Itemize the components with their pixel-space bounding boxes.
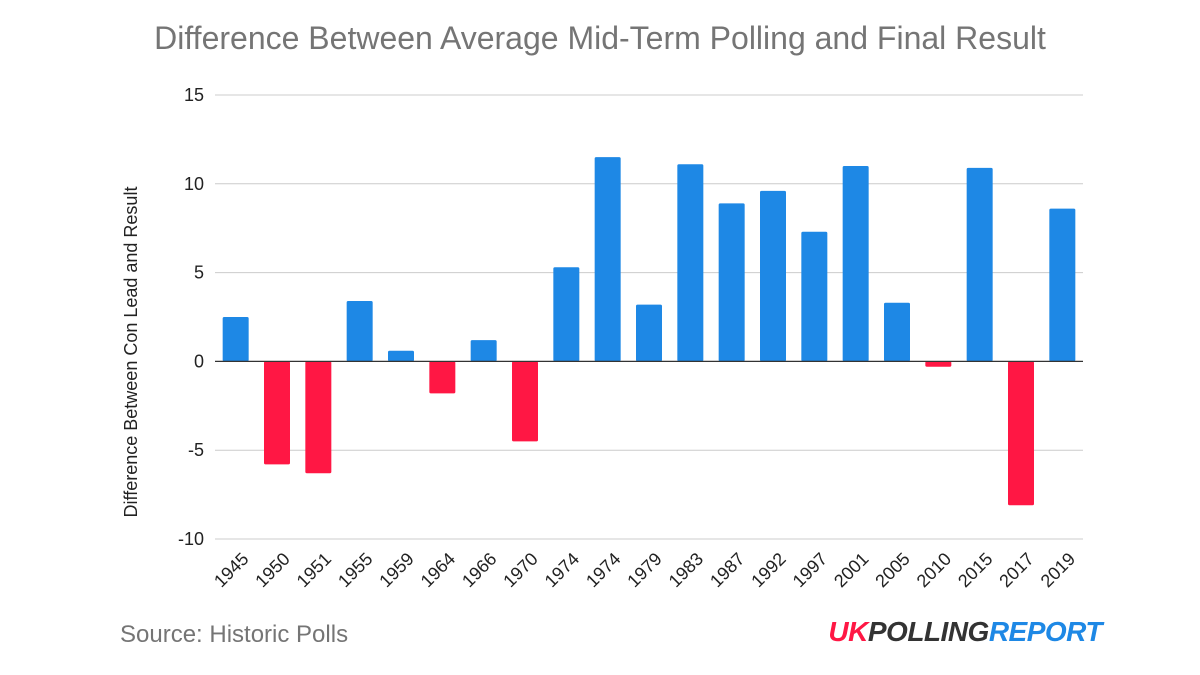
bar bbox=[925, 361, 952, 367]
x-tick-label: 1955 bbox=[334, 549, 376, 591]
x-tick-label: 1974 bbox=[541, 549, 583, 591]
x-tick-label: 1992 bbox=[747, 549, 789, 591]
x-tick-label: 1966 bbox=[458, 549, 500, 591]
x-tick-label: 2019 bbox=[1037, 549, 1079, 591]
bar bbox=[429, 361, 456, 394]
bar bbox=[553, 267, 580, 362]
x-tick-label: 1979 bbox=[623, 549, 665, 591]
axes: 151050-5-1019451950195119551959196419661… bbox=[178, 85, 1083, 591]
logo-polling-text: POLLING bbox=[867, 616, 989, 647]
bar bbox=[512, 361, 538, 442]
y-tick-label: 0 bbox=[194, 351, 204, 371]
ukpollingreport-logo: UKPOLLINGREPORT bbox=[828, 616, 1102, 648]
bar bbox=[305, 361, 332, 474]
x-tick-label: 1950 bbox=[251, 549, 293, 591]
x-tick-label: 1951 bbox=[293, 549, 335, 591]
bar bbox=[594, 157, 621, 362]
y-tick-label: -10 bbox=[178, 529, 204, 549]
x-tick-label: 1997 bbox=[789, 549, 831, 591]
x-tick-label: 1959 bbox=[375, 549, 417, 591]
x-tick-label: 1983 bbox=[665, 549, 707, 591]
y-tick-label: 5 bbox=[194, 263, 204, 283]
bar bbox=[677, 164, 704, 362]
bar bbox=[388, 350, 414, 362]
x-tick-label: 1970 bbox=[499, 549, 541, 591]
bar bbox=[264, 361, 290, 465]
bar bbox=[470, 340, 497, 362]
chart-title: Difference Between Average Mid-Term Poll… bbox=[154, 20, 1046, 56]
x-tick-label: 2010 bbox=[913, 549, 955, 591]
x-tick-label: 1945 bbox=[210, 549, 252, 591]
bar bbox=[801, 231, 828, 362]
bar bbox=[718, 203, 745, 362]
y-axis-label: Difference Between Con Lead and Result bbox=[121, 187, 141, 518]
bar bbox=[222, 317, 249, 362]
bar bbox=[884, 302, 910, 362]
bar bbox=[1008, 361, 1034, 506]
x-tick-label: 1987 bbox=[706, 549, 748, 591]
gridlines bbox=[215, 94, 1083, 540]
bar bbox=[842, 166, 869, 362]
x-tick-label: 1964 bbox=[417, 549, 459, 591]
x-tick-label: 2017 bbox=[995, 549, 1037, 591]
bar bbox=[346, 301, 373, 362]
x-tick-label: 2001 bbox=[830, 549, 872, 591]
bar bbox=[966, 167, 993, 362]
bars bbox=[222, 157, 1076, 506]
source-note: Source: Historic Polls bbox=[120, 621, 349, 648]
x-tick-label: 2015 bbox=[954, 549, 996, 591]
logo-uk-text: UK bbox=[828, 616, 868, 647]
logo-report-text: REPORT bbox=[988, 616, 1103, 647]
bar bbox=[760, 190, 786, 362]
bar bbox=[636, 304, 662, 362]
y-tick-label: 15 bbox=[184, 85, 204, 105]
bar bbox=[1049, 208, 1076, 362]
x-tick-label: 2005 bbox=[871, 549, 913, 591]
y-tick-label: -5 bbox=[188, 440, 204, 460]
x-tick-label: 1974 bbox=[582, 549, 624, 591]
y-tick-label: 10 bbox=[184, 174, 204, 194]
